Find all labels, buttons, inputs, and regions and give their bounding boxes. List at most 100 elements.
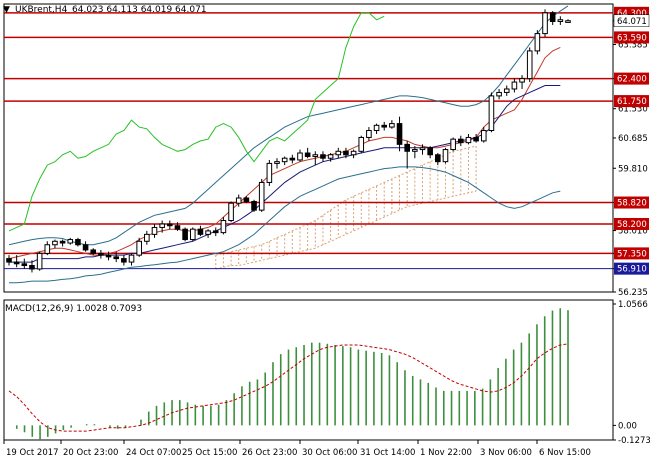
bollinger-upper-line xyxy=(8,5,569,246)
candle xyxy=(312,151,319,166)
candle xyxy=(13,255,20,268)
candle xyxy=(442,147,449,164)
main-price-panel[interactable] xyxy=(3,3,614,293)
candle-body xyxy=(488,95,495,132)
candle-body xyxy=(297,152,303,161)
candle-body xyxy=(312,154,319,157)
candle xyxy=(565,19,571,23)
candle xyxy=(36,251,43,271)
candle-body xyxy=(343,150,349,156)
price-tick-label: 61.530 xyxy=(618,105,648,115)
current-price-label: 64.071 xyxy=(617,17,647,27)
candle xyxy=(67,237,74,245)
candle-body xyxy=(159,223,165,228)
candle-body xyxy=(335,150,342,156)
candle-body xyxy=(289,157,296,161)
candle xyxy=(220,217,227,235)
level-tag xyxy=(614,217,649,230)
candle xyxy=(121,255,127,266)
candle xyxy=(258,178,265,212)
candle-body xyxy=(220,220,227,234)
symbol-menu-icon[interactable]: ▼ xyxy=(3,5,10,15)
bollinger-lower-line xyxy=(9,166,561,284)
candle-body xyxy=(98,252,104,256)
candle xyxy=(289,154,296,164)
candle-body xyxy=(90,249,97,254)
candle-body xyxy=(503,88,510,93)
candle-body xyxy=(549,12,556,22)
candle-body xyxy=(235,197,242,204)
time-tick-label: 6 Nov 15:00 xyxy=(539,448,591,458)
candle-body xyxy=(251,200,257,211)
candle xyxy=(381,121,388,131)
candle xyxy=(174,222,181,231)
candle-body xyxy=(59,240,66,244)
candle xyxy=(450,137,456,152)
candle-body xyxy=(542,12,548,35)
candle xyxy=(136,237,142,257)
ohlc-readout: 64.023 64.113 64.019 64.071 xyxy=(72,5,207,15)
candle xyxy=(542,9,548,38)
candle-body xyxy=(427,147,433,156)
candle-body xyxy=(128,254,135,263)
candle xyxy=(29,260,35,273)
candle-body xyxy=(144,233,150,242)
candle xyxy=(457,135,464,147)
candle xyxy=(128,253,135,266)
candle-body xyxy=(281,157,288,163)
time-tick-label: 3 Nov 06:00 xyxy=(480,448,532,458)
price-tick-label: 60.685 xyxy=(618,134,648,144)
candle xyxy=(549,11,556,25)
candle xyxy=(534,30,541,55)
level-labels: 64.300 63.590 62.400 61.750 58.820 58.200 57.3… xyxy=(613,6,650,275)
price-tick-label: 63.385 xyxy=(618,41,648,51)
candle xyxy=(197,225,204,237)
candle-body xyxy=(105,254,112,258)
time-tick-label: 1 Nov 22:00 xyxy=(420,448,472,458)
candle-body xyxy=(29,265,35,270)
candle-body xyxy=(82,244,89,251)
price-tick-label: 58.010 xyxy=(618,227,648,237)
candles xyxy=(6,9,571,273)
candle-body xyxy=(36,252,43,270)
candle xyxy=(503,85,510,96)
level-tag-label: 56.910 xyxy=(617,265,647,275)
candle-body xyxy=(243,197,250,202)
candle xyxy=(427,146,433,159)
candle-body xyxy=(519,78,525,83)
level-tag-label: 58.820 xyxy=(617,199,647,209)
candle-body xyxy=(121,258,127,263)
candle xyxy=(320,151,326,162)
candle xyxy=(113,251,120,263)
candle-body xyxy=(534,33,541,52)
candle-body xyxy=(274,161,280,164)
level-tag xyxy=(614,72,649,85)
candle-body xyxy=(419,147,426,151)
candle-body xyxy=(557,19,564,22)
candle-body xyxy=(565,20,571,23)
candle xyxy=(105,251,112,261)
current-price-tag xyxy=(613,14,650,28)
level-tag-label: 57.350 xyxy=(617,249,647,259)
candle xyxy=(404,140,410,169)
macd-axis: 1.0566 0.00 -0.1273 xyxy=(613,300,650,446)
candle-body xyxy=(113,256,120,260)
candle xyxy=(159,220,165,233)
time-tick-label: 19 Oct 2017 xyxy=(6,448,59,458)
candle-body xyxy=(13,261,20,265)
main-panel-frame xyxy=(3,3,614,293)
candle-body xyxy=(212,230,219,234)
candle xyxy=(335,147,342,159)
candle-body xyxy=(75,239,81,246)
candle xyxy=(511,78,518,93)
candle xyxy=(297,149,303,162)
candle xyxy=(75,237,81,247)
chikou-line xyxy=(8,12,385,232)
candle-body xyxy=(381,124,388,128)
level-tag xyxy=(614,95,649,108)
candle-body xyxy=(136,240,142,256)
macd-signal-polyline xyxy=(8,343,569,432)
level-tag-label: 62.400 xyxy=(617,75,647,85)
candle-body xyxy=(6,258,12,263)
